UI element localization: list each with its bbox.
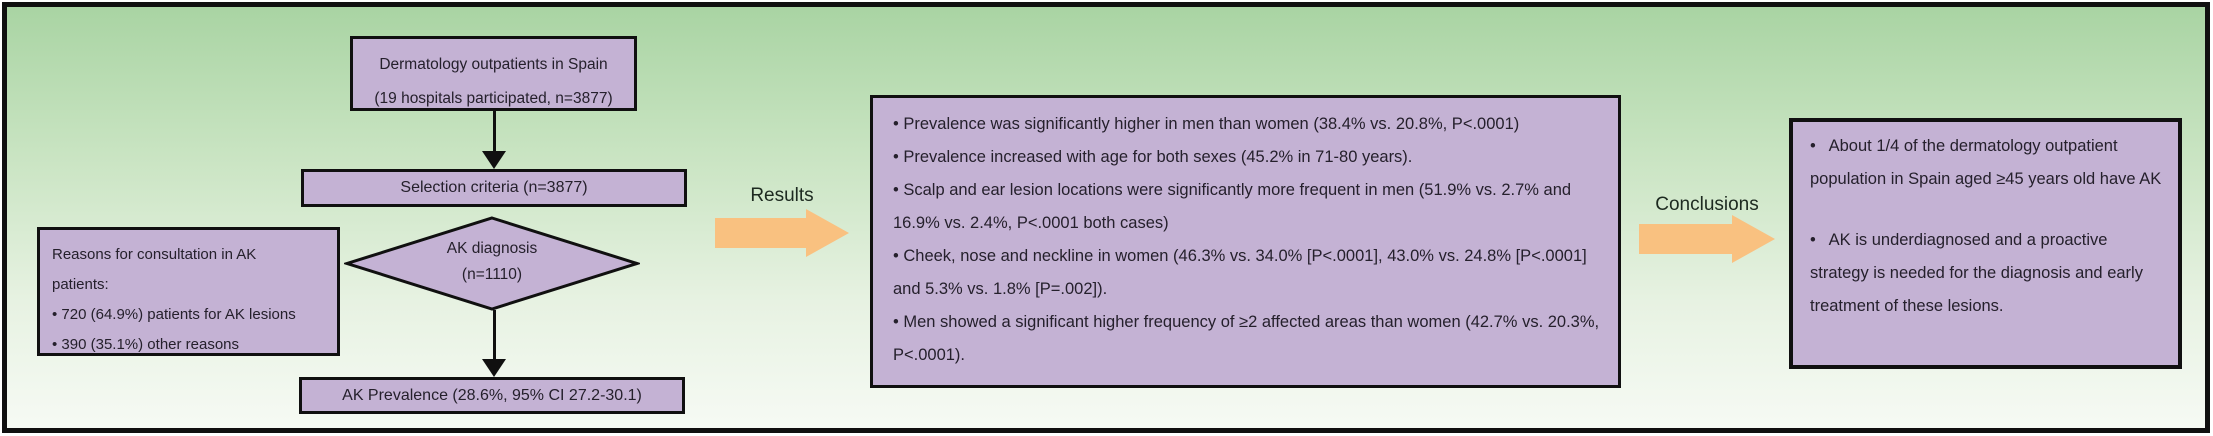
ak-prevalence-label: AK Prevalence (28.6%, 95% CI 27.2-30.1) xyxy=(342,387,642,404)
results-bullet-1: • Prevalence was significantly higher in… xyxy=(893,115,1520,133)
conclusions-bullet-1: • About 1/4 of the dermatology outpatien… xyxy=(1810,137,2162,188)
arrow-head xyxy=(482,359,506,377)
results-bullet-2: • Prevalence increased with age for both… xyxy=(893,148,1413,166)
dermatology-outpatients-line1: Dermatology outpatients in Spain xyxy=(379,56,608,73)
selection-criteria-label: Selection criteria (n=3877) xyxy=(400,179,588,196)
ak-diagnosis-line1: AK diagnosis xyxy=(446,240,538,257)
reasons-bullet-1: • 720 (64.9%) patients for AK lesions xyxy=(52,306,296,323)
reasons-line2: patients: xyxy=(52,276,109,293)
arrow-head xyxy=(482,151,506,169)
arrow-shaft xyxy=(492,310,496,359)
conclusions-bullet-2: • AK is underdiagnosed and a proactive s… xyxy=(1810,231,2143,315)
down-arrow-icon xyxy=(482,111,506,169)
conclusions-label: Conclusions xyxy=(1655,194,1759,215)
right-arrow-icon xyxy=(1639,215,1775,263)
dermatology-outpatients-line2: (19 hospitals participated, n=3877) xyxy=(374,90,613,107)
reasons-line1: Reasons for consultation in AK xyxy=(52,246,257,263)
ak-prevalence-box: AK Prevalence (28.6%, 95% CI 27.2-30.1) xyxy=(299,377,685,414)
ak-diagnosis-text: AK diagnosis (n=1110) xyxy=(392,236,592,288)
results-bullet-4: • Cheek, nose and neckline in women (46.… xyxy=(893,247,1587,298)
down-arrow-icon xyxy=(482,310,506,377)
results-label: Results xyxy=(750,185,814,206)
arrow-shaft xyxy=(492,111,496,151)
arrow-head xyxy=(806,209,849,257)
conclusions-box: • About 1/4 of the dermatology outpatien… xyxy=(1789,118,2182,369)
ak-diagnosis-diamond xyxy=(341,216,643,311)
arrow-body xyxy=(1639,224,1732,254)
ak-diagnosis-line2: (n=1110) xyxy=(461,266,523,283)
results-bullet-3: • Scalp and ear lesion locations were si… xyxy=(893,181,1572,232)
arrow-body xyxy=(715,218,806,248)
reasons-bullet-2: • 390 (35.1%) other reasons xyxy=(52,336,240,353)
reasons-for-consultation-box: Reasons for consultation in AK patients:… xyxy=(37,227,340,356)
results-box: • Prevalence was significantly higher in… xyxy=(870,95,1621,388)
right-arrow-icon xyxy=(715,209,849,257)
arrow-head xyxy=(1732,215,1775,263)
results-bullet-5: • Men showed a significant higher freque… xyxy=(893,313,1600,364)
diamond-shape-icon xyxy=(341,216,643,311)
dermatology-outpatients-box: Dermatology outpatients in Spain (19 hos… xyxy=(350,36,637,111)
selection-criteria-box: Selection criteria (n=3877) xyxy=(301,169,687,207)
